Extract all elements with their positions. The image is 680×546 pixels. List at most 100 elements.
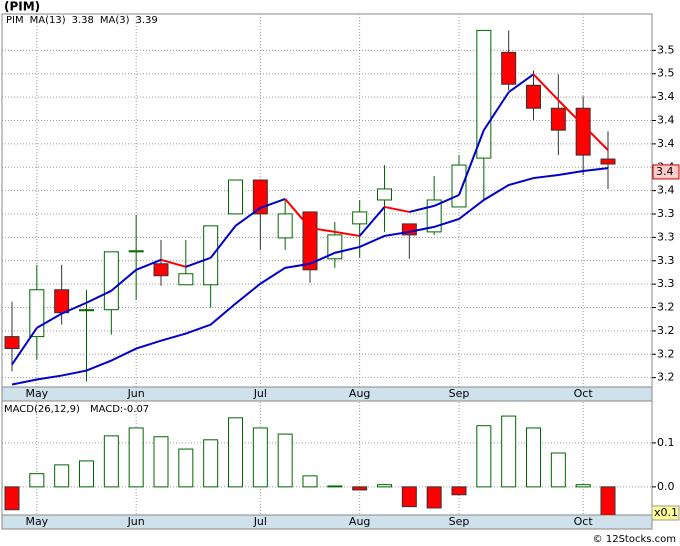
candle-body (575, 107, 591, 156)
symbol-title: (PIM) (4, 0, 40, 14)
y-tick-label: 0.1 (657, 436, 675, 449)
candle-body (352, 211, 368, 225)
ma-line-segment (482, 91, 510, 131)
ma-line-segment (582, 124, 609, 151)
ma-line-segment (358, 206, 386, 237)
y-tick-label: 3.3 (657, 230, 675, 243)
legend-text: 3.39 (136, 15, 158, 26)
macd-bar (203, 439, 219, 488)
macd-bar (550, 452, 566, 488)
ma-line-segment (209, 225, 237, 259)
ma-line-segment (86, 289, 112, 304)
macd-bar (451, 486, 467, 496)
x-tick-label: Jun (127, 515, 145, 528)
macd-bar (476, 425, 492, 488)
y-tick-label: 3.2 (657, 347, 675, 360)
legend-text: 3.38 (72, 15, 94, 26)
ma-line-segment (11, 327, 38, 366)
x-tick-label: Jul (253, 515, 267, 528)
x-tick-label: Jul (253, 387, 267, 400)
macd-bar (277, 433, 293, 488)
legend-text: PIM (6, 15, 24, 26)
macd-bar (426, 486, 442, 509)
macd-bar (178, 448, 194, 488)
macd-bar (600, 486, 616, 515)
macd-bar (575, 484, 591, 488)
x-tick-label: Oct (574, 387, 594, 400)
macd-bar (79, 460, 94, 488)
panel-title: MACD(26,12,9) (4, 404, 80, 415)
macd-bar (302, 475, 318, 488)
ma-line-segment (384, 205, 410, 213)
candle-body (203, 225, 219, 286)
ma-line-segment (61, 301, 87, 315)
macd-bar (128, 427, 144, 488)
macd-bar (526, 427, 541, 488)
ma-line-segment (284, 198, 311, 229)
candle-body (451, 164, 467, 208)
y-tick-label: 3.4 (657, 113, 675, 126)
x-axis-band (1, 386, 653, 402)
ma-line-segment (409, 204, 435, 213)
candle-body (377, 188, 392, 201)
ma-line-segment (508, 73, 535, 94)
y-tick-label: 3.4 (657, 184, 675, 197)
y-tick-label: 3.5 (657, 43, 675, 56)
candle-body (153, 263, 169, 277)
legend-text: MA(13) (30, 15, 66, 26)
ma-line-segment (36, 312, 63, 329)
ma-line-segment (160, 258, 187, 268)
y-tick-label: 3.3 (657, 207, 675, 220)
y-tick-label: 3.4 (657, 137, 675, 150)
y-tick-label: 3.3 (657, 254, 675, 267)
legend-text: MA(3) (100, 15, 130, 26)
y-tick-label: 0.0 (657, 480, 675, 493)
macd-bar (377, 484, 392, 488)
ma-line-segment (135, 258, 162, 271)
y-tick-label: 3.3 (657, 277, 675, 290)
y-tick-label: 3.2 (657, 324, 675, 337)
candle-body (550, 107, 566, 131)
ma-line-segment (110, 269, 137, 292)
ma-line-segment (185, 256, 212, 268)
macd-bar (4, 486, 20, 511)
candle-body (426, 199, 442, 233)
macd-bar (54, 464, 70, 488)
candle-body (526, 84, 541, 109)
candles (4, 29, 616, 386)
ma-line-segment (458, 129, 485, 196)
macd-bar (153, 436, 169, 488)
x-tick-label: Aug (349, 515, 370, 528)
macd-bar (327, 485, 343, 488)
ma-line-segment (259, 198, 286, 209)
x-tick-label: Oct (574, 515, 594, 528)
y-tick-label: 3.4 (657, 90, 675, 103)
ma-line-segment (433, 194, 460, 207)
candle-body (501, 51, 517, 85)
macd-bar (103, 435, 119, 488)
x-tick-label: Sep (449, 515, 470, 528)
macd-bar (29, 473, 45, 488)
ma-line-segment (234, 207, 261, 227)
last-price-box (652, 164, 680, 180)
macd-bar (228, 417, 243, 488)
candle-body (54, 289, 70, 314)
macd-bar (401, 486, 417, 508)
last-price-label: 3.4 (656, 165, 674, 178)
candle-body (401, 223, 417, 236)
candle-body (600, 158, 616, 165)
candle-body (178, 273, 194, 286)
y-tick-label: 3.2 (657, 371, 675, 384)
candle-body (228, 179, 243, 215)
x-tick-label: Jun (127, 387, 145, 400)
ma-line-segment (557, 99, 584, 126)
ma-line-segment (532, 73, 560, 101)
candle-body (252, 179, 268, 215)
ma-line-segment (334, 230, 360, 237)
candle-body (277, 213, 293, 239)
y-tick-label: 3.2 (657, 301, 675, 314)
candle-body (476, 29, 492, 159)
candle-body (302, 211, 318, 271)
macd-bar (352, 486, 368, 491)
macd-bar (501, 415, 517, 488)
